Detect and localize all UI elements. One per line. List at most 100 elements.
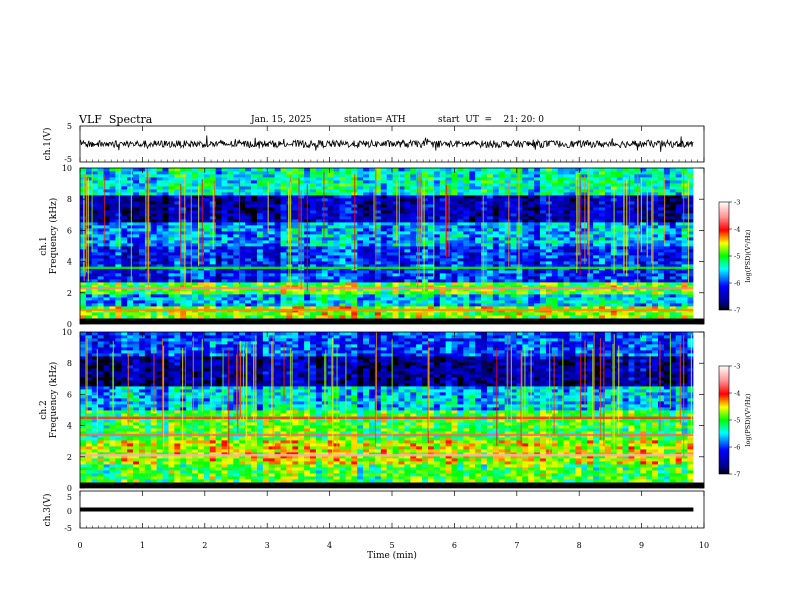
spec-cell: [80, 270, 87, 274]
spec-cell: [463, 243, 470, 247]
spec-cell: [481, 201, 488, 205]
spec-cell: [150, 207, 158, 211]
spec-cell: [310, 192, 317, 196]
spec-cell: [351, 315, 358, 319]
spec-cell: [97, 261, 104, 265]
spec-cell: [251, 270, 258, 274]
spec-cell: [369, 183, 376, 187]
spec-cell: [498, 183, 506, 187]
spec-cell: [569, 297, 576, 301]
spec-cell: [398, 213, 405, 217]
spec-cell: [345, 297, 352, 301]
spec-cell: [498, 285, 506, 289]
spec-cell: [245, 177, 252, 181]
spec-cell: [180, 174, 187, 178]
spec-cell: [427, 216, 435, 220]
spec-cell: [186, 300, 193, 304]
spec-cell: [227, 228, 234, 232]
spec-cell: [551, 180, 559, 184]
spec-cell: [445, 294, 452, 298]
spec-cell: [575, 258, 582, 262]
spec-cell: [427, 237, 435, 241]
spec-cell: [251, 240, 258, 244]
spec-cell: [433, 261, 441, 265]
spec-cell: [410, 288, 417, 292]
spec-cell: [351, 300, 358, 304]
spec-cell: [192, 219, 199, 223]
spec-cell: [197, 240, 205, 244]
spec-cell: [422, 252, 429, 256]
spec-cell: [233, 276, 240, 280]
spec-cell: [481, 291, 488, 295]
spec-cell: [262, 300, 270, 304]
spec-cell: [168, 222, 175, 226]
spec-cell: [310, 264, 317, 268]
spec-cell: [138, 189, 146, 193]
spec-cell: [422, 231, 429, 235]
spec-cell: [268, 258, 276, 262]
spec-cell: [192, 180, 199, 184]
spec-cell: [410, 207, 417, 211]
spec-cell: [404, 252, 411, 256]
spec-cell: [133, 282, 140, 286]
spec-cell: [97, 195, 104, 199]
spec-cell: [156, 204, 163, 208]
spec-cell: [463, 204, 470, 208]
spec-cell: [616, 291, 624, 295]
spec-cell: [380, 246, 388, 250]
spec-cell: [227, 207, 234, 211]
spec-cell: [622, 228, 629, 232]
spec-cell: [451, 285, 458, 289]
spec-cell: [97, 240, 104, 244]
spec-cell: [321, 282, 329, 286]
spec-cell: [91, 246, 99, 250]
spec-cell: [569, 270, 576, 274]
spec-cell: [138, 303, 146, 307]
spec-cell: [422, 246, 429, 250]
spec-cell: [203, 300, 211, 304]
spec-cell: [545, 273, 553, 277]
spec-cell: [563, 246, 570, 250]
spec-cell: [203, 216, 211, 220]
ch1-ytick-top: 5: [67, 122, 72, 131]
spec-cell: [286, 243, 293, 247]
spec-cell: [109, 204, 116, 208]
spec-cell: [97, 297, 104, 301]
spec-cell: [333, 198, 340, 202]
spec-cell: [310, 180, 317, 184]
spec-cell: [109, 234, 116, 238]
spec-cell: [380, 273, 388, 277]
spec-cell: [180, 273, 187, 277]
spec-cell: [286, 246, 293, 250]
spec-cell: [268, 249, 276, 253]
spec-cell: [610, 294, 618, 298]
spec-cell: [109, 183, 116, 187]
spec-cell: [528, 258, 535, 262]
spec-cell: [469, 252, 476, 256]
spec-cell: [174, 216, 181, 220]
spec-cell: [339, 201, 346, 205]
spec-cell: [575, 279, 582, 283]
spec-cell: [345, 216, 352, 220]
spec-cell: [162, 261, 169, 265]
spec-cell: [439, 204, 447, 208]
spec-cell: [545, 306, 553, 310]
spec-cell: [357, 279, 364, 283]
spec-cell: [133, 312, 140, 316]
spec-cell: [534, 234, 541, 238]
spec-cell: [262, 294, 270, 298]
spec-cell: [540, 201, 547, 205]
spec-cell: [610, 288, 618, 292]
spec-cell: [616, 198, 624, 202]
spec-cell: [97, 222, 104, 226]
spec-cell: [315, 180, 323, 184]
spec-cell: [127, 168, 134, 172]
spec-cell: [351, 282, 358, 286]
spec-cell: [422, 192, 429, 196]
spec-cell: [469, 180, 476, 184]
spec-cell: [510, 279, 517, 283]
spec-cell: [174, 180, 181, 184]
spec-cell: [227, 294, 234, 298]
spec-cell: [557, 255, 565, 259]
spec-cell: [286, 279, 293, 283]
